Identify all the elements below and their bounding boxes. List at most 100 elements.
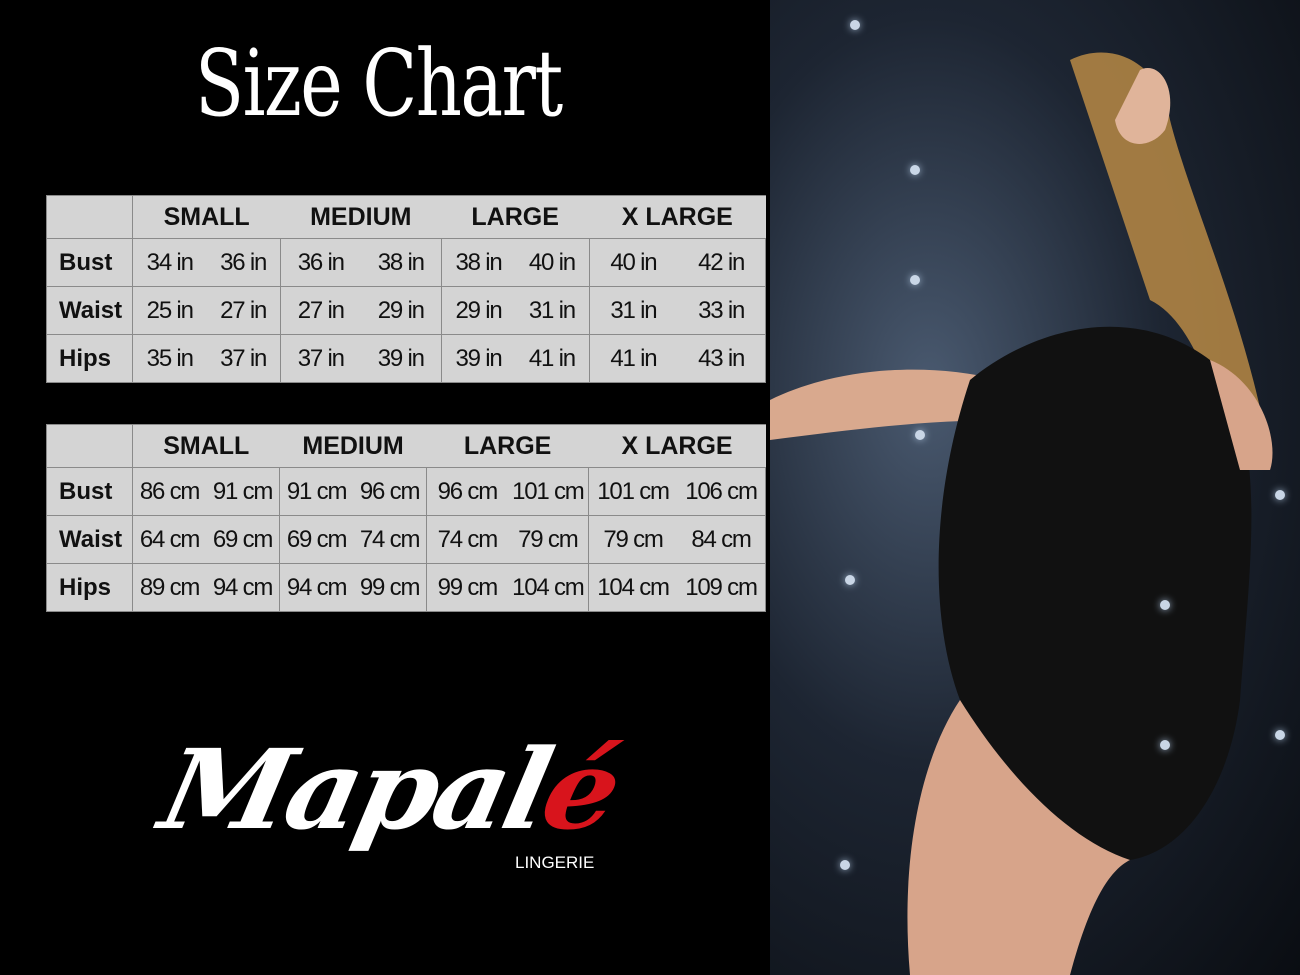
size-range-cell: 29 in 31 in — [440, 286, 590, 335]
size-range-cell: 94 cm 99 cm — [279, 563, 428, 612]
range-max: 33 in — [698, 296, 745, 324]
range-min: 37 in — [297, 344, 345, 372]
range-min: 69 cm — [286, 525, 348, 553]
size-range-cell: 37 in 39 in — [279, 334, 442, 383]
range-min: 29 in — [455, 296, 502, 324]
range-max: 104 cm — [512, 573, 585, 601]
range-max: 40 in — [528, 248, 576, 276]
range-max: 99 cm — [359, 573, 421, 601]
measurement-label: Hips — [46, 563, 133, 612]
page-title: Size Chart — [195, 30, 563, 137]
size-range-cell: 39 in 41 in — [440, 334, 590, 383]
size-range-cell: 99 cm 104 cm — [426, 563, 590, 612]
size-range-cell: 91 cm 96 cm — [279, 467, 428, 516]
range-max: 41 in — [528, 344, 576, 372]
range-max: 29 in — [377, 296, 425, 324]
range-min: 86 cm — [139, 477, 201, 505]
measurement-row: Bust 86 cm 91 cm 91 cm 96 cm 96 cm 101 cm 101 c… — [46, 467, 766, 516]
size-range-cell: 31 in 33 in — [588, 286, 767, 335]
size-range-cell: 69 cm 74 cm — [279, 515, 428, 564]
range-min: 41 in — [610, 344, 657, 372]
size-header: MEDIUM — [280, 195, 442, 239]
range-max: 31 in — [528, 296, 576, 324]
range-min: 104 cm — [597, 573, 670, 601]
range-min: 35 in — [146, 344, 194, 372]
size-header: LARGE — [426, 424, 589, 468]
model-photo — [770, 0, 1300, 975]
size-range-cell: 40 in 42 in — [588, 238, 767, 287]
size-header: X LARGE — [588, 424, 766, 468]
measurement-row: Waist 64 cm 69 cm 69 cm 74 cm 74 cm 79 cm 79 cm… — [46, 515, 766, 564]
size-header-row: SMALL MEDIUM LARGE X LARGE — [46, 424, 766, 468]
range-max: 79 cm — [518, 525, 579, 553]
range-max: 101 cm — [512, 477, 585, 505]
size-range-cell: 79 cm 84 cm — [588, 515, 766, 564]
range-max: 42 in — [698, 248, 745, 276]
range-min: 91 cm — [286, 477, 348, 505]
measurement-label: Hips — [46, 334, 133, 383]
range-min: 101 cm — [597, 477, 670, 505]
size-range-cell: 36 in 38 in — [279, 238, 442, 287]
range-min: 96 cm — [437, 477, 499, 505]
range-min: 25 in — [146, 296, 194, 324]
tuft-button — [845, 575, 855, 585]
range-max: 39 in — [377, 344, 425, 372]
tuft-button — [915, 430, 925, 440]
size-table-inches: SMALL MEDIUM LARGE X LARGE Bust 34 in 36 in 36 … — [46, 195, 767, 383]
size-range-cell: 35 in 37 in — [132, 334, 281, 383]
size-header: MEDIUM — [279, 424, 427, 468]
tuft-button — [850, 20, 860, 30]
range-min: 34 in — [146, 248, 194, 276]
range-max: 37 in — [220, 344, 267, 372]
header-blank — [46, 424, 133, 468]
measurement-row: Waist 25 in 27 in 27 in 29 in 29 in 31 in 31 in… — [46, 286, 767, 335]
logo-subtitle: LINGERIE — [515, 853, 595, 872]
header-blank — [46, 195, 133, 239]
tuft-button — [840, 860, 850, 870]
size-range-cell: 96 cm 101 cm — [426, 467, 590, 516]
measurement-label: Waist — [46, 515, 133, 564]
range-min: 39 in — [455, 344, 502, 372]
tuft-button — [1160, 600, 1170, 610]
range-min: 38 in — [455, 248, 502, 276]
size-header: SMALL — [132, 195, 281, 239]
range-min: 36 in — [297, 248, 345, 276]
size-range-cell: 41 in 43 in — [588, 334, 767, 383]
size-range-cell: 34 in 36 in — [132, 238, 281, 287]
tuft-button — [1160, 740, 1170, 750]
range-max: 94 cm — [212, 573, 274, 601]
range-max: 106 cm — [685, 477, 758, 505]
range-max: 96 cm — [359, 477, 421, 505]
size-header: X LARGE — [589, 195, 766, 239]
size-range-cell: 74 cm 79 cm — [426, 515, 590, 564]
measurement-row: Hips 35 in 37 in 37 in 39 in 39 in 41 in 41 in 4… — [46, 334, 767, 383]
measurement-label: Waist — [46, 286, 133, 335]
size-range-cell: 38 in 40 in — [440, 238, 590, 287]
range-min: 94 cm — [286, 573, 348, 601]
range-max: 109 cm — [685, 573, 758, 601]
range-max: 84 cm — [691, 525, 752, 553]
range-max: 38 in — [377, 248, 425, 276]
size-range-cell: 101 cm 106 cm — [588, 467, 766, 516]
size-table-centimeters: SMALL MEDIUM LARGE X LARGE Bust 86 cm 91 cm 91 … — [46, 424, 766, 612]
size-range-cell: 64 cm 69 cm — [131, 515, 281, 564]
size-range-cell: 104 cm 109 cm — [588, 563, 766, 612]
range-min: 40 in — [610, 248, 657, 276]
measurement-row: Bust 34 in 36 in 36 in 38 in 38 in 40 in 40 in 4… — [46, 238, 767, 287]
range-min: 27 in — [297, 296, 345, 324]
size-range-cell: 25 in 27 in — [132, 286, 281, 335]
size-range-cell: 86 cm 91 cm — [131, 467, 281, 516]
size-header: LARGE — [441, 195, 590, 239]
tuft-button — [910, 275, 920, 285]
range-max: 27 in — [220, 296, 267, 324]
range-min: 79 cm — [603, 525, 664, 553]
range-max: 74 cm — [359, 525, 421, 553]
size-range-cell: 89 cm 94 cm — [131, 563, 281, 612]
size-header-row: SMALL MEDIUM LARGE X LARGE — [46, 195, 766, 239]
measurement-label: Bust — [46, 238, 133, 287]
measurement-label: Bust — [46, 467, 133, 516]
range-min: 31 in — [610, 296, 657, 324]
measurement-row: Hips 89 cm 94 cm 94 cm 99 cm 99 cm 104 cm 104 c… — [46, 563, 766, 612]
range-max: 91 cm — [212, 477, 274, 505]
tuft-button — [910, 165, 920, 175]
